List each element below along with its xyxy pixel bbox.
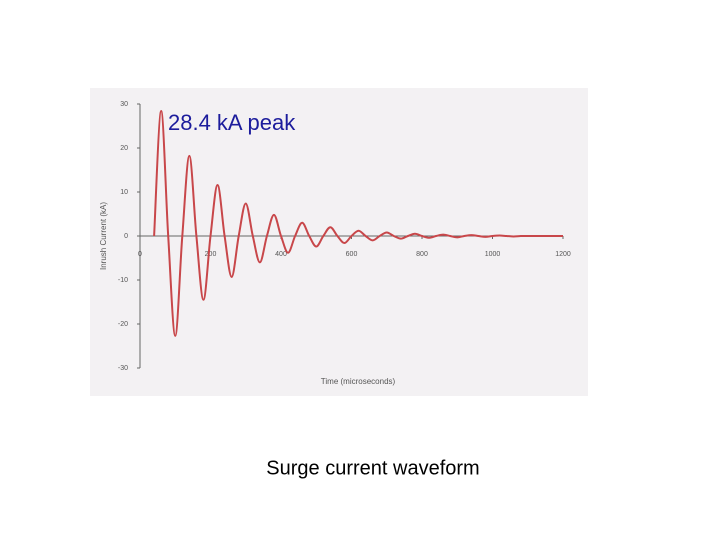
y-tick-label: -10	[118, 277, 128, 284]
x-tick-label: 400	[275, 251, 287, 258]
x-tick-label: 1000	[485, 251, 501, 258]
caption: Surge current waveform	[266, 457, 479, 479]
y-tick-label: 0	[124, 233, 128, 240]
x-tick-label: 800	[416, 251, 428, 258]
y-axis-label: Inrush Current (kA)	[99, 202, 108, 270]
x-tick-label: 600	[346, 251, 358, 258]
y-tick-label: -20	[118, 321, 128, 328]
y-tick-label: 30	[120, 101, 128, 108]
y-tick-label: -30	[118, 365, 128, 372]
x-tick-label: 200	[205, 251, 217, 258]
x-tick-label: 0	[138, 251, 142, 258]
x-tick-label: 1200	[555, 251, 571, 258]
x-axis-label: Time (microseconds)	[321, 377, 396, 386]
y-tick-label: 10	[120, 189, 128, 196]
annotation: 28.4 kA peak	[168, 110, 296, 135]
chart-background	[90, 88, 588, 396]
y-tick-label: 20	[120, 145, 128, 152]
waveform	[153, 110, 563, 337]
